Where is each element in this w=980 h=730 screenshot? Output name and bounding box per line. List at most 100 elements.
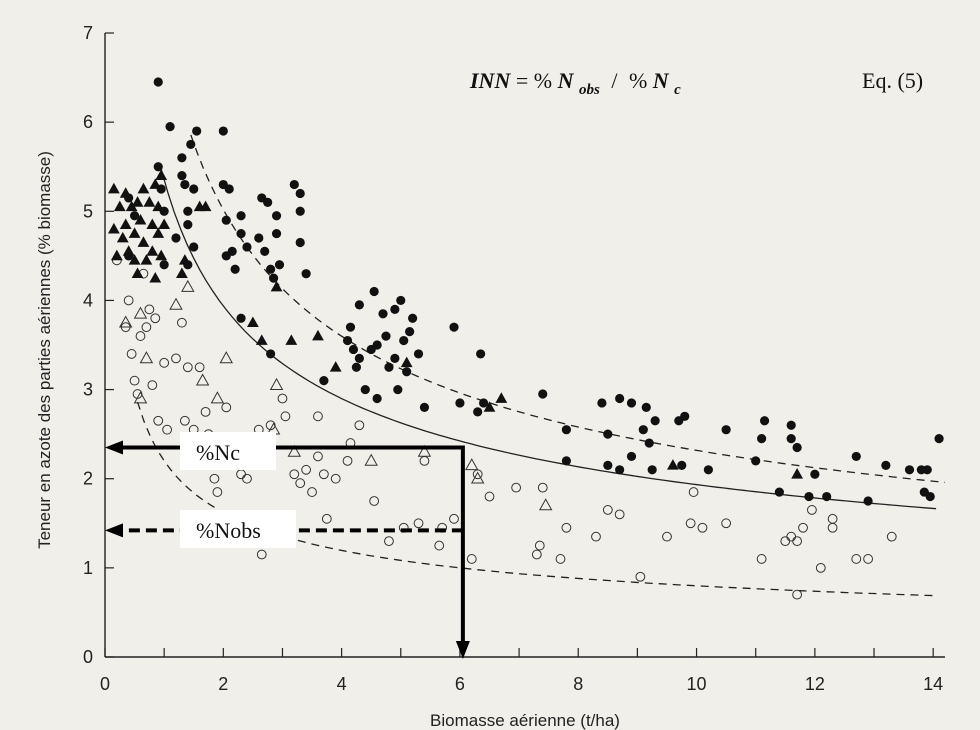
open-circle-point	[200, 406, 211, 417]
filled-circle-point	[810, 469, 820, 479]
open-circle-point	[756, 554, 767, 564]
filled-circle-point	[295, 188, 305, 199]
filled-triangle-point	[110, 249, 123, 261]
filled-circle-point	[603, 429, 613, 439]
filled-circle-point	[449, 322, 459, 332]
filled-circle-point	[904, 465, 915, 475]
open-circle-point	[792, 589, 803, 600]
x-tick-label: 10	[687, 674, 707, 694]
y-axis-title: Teneur en azote des parties aériennes (%…	[35, 151, 54, 549]
filled-circle-point	[348, 344, 359, 355]
filled-circle-point	[271, 211, 282, 221]
open-circle-point	[330, 473, 341, 484]
open-circle-point	[301, 464, 312, 475]
open-circle-point	[827, 522, 838, 533]
filled-circle-point	[644, 438, 654, 448]
open-triangle-point	[133, 306, 148, 319]
filled-triangle-point	[329, 361, 342, 372]
open-circle-point	[126, 349, 137, 359]
open-circle-point	[449, 513, 459, 524]
filled-circle-point	[289, 179, 299, 190]
filled-circle-point	[881, 460, 891, 470]
open-circle-point	[147, 380, 158, 391]
filled-circle-point	[478, 398, 489, 408]
filled-triangle-point	[791, 468, 804, 479]
open-circle-point	[150, 313, 161, 324]
open-circle-point	[466, 554, 477, 564]
open-triangle-point	[470, 471, 485, 484]
filled-circle-point	[703, 465, 713, 475]
open-circle-point	[384, 536, 394, 547]
open-circle-point	[614, 509, 625, 520]
filled-triangle-point	[270, 280, 283, 292]
open-triangle-point	[133, 391, 148, 404]
filled-triangle-point	[131, 267, 144, 279]
filled-circle-point	[792, 442, 802, 453]
filled-circle-point	[922, 465, 932, 475]
filled-circle-point	[413, 349, 424, 359]
nc-label: %Nc	[196, 440, 240, 465]
filled-triangle-point	[128, 254, 141, 265]
equation: INN = % N obs / % N c Eq. (5)	[469, 68, 923, 98]
x-axis-title: Biomasse aérienne (t/ha)	[430, 711, 620, 730]
filled-circle-point	[597, 398, 607, 408]
filled-circle-point	[851, 451, 861, 462]
filled-circle-point	[242, 242, 252, 252]
filled-circle-point	[165, 122, 175, 132]
filled-triangle-point	[107, 222, 120, 234]
open-circle-point	[561, 522, 572, 533]
filled-circle-point	[254, 233, 264, 243]
filled-circle-point	[263, 197, 273, 207]
filled-circle-point	[351, 362, 362, 372]
filled-circle-point	[153, 77, 163, 87]
open-circle-point	[534, 540, 545, 551]
y-tick-label: 7	[83, 23, 93, 43]
filled-circle-point	[177, 171, 187, 181]
filled-circle-point	[384, 362, 394, 372]
filled-circle-point	[822, 491, 832, 502]
filled-triangle-point	[122, 245, 135, 256]
nobs-label-box	[180, 510, 296, 548]
x-tick-label: 6	[455, 674, 465, 694]
filled-circle-point	[183, 206, 193, 216]
equation-percent-1: %	[534, 68, 552, 93]
open-circle-point	[798, 522, 808, 533]
filled-circle-point	[319, 376, 329, 386]
filled-circle-point	[381, 331, 391, 341]
open-circle-point	[179, 415, 190, 426]
filled-circle-point	[354, 300, 364, 310]
open-circle-point	[721, 518, 732, 529]
filled-circle-point	[183, 220, 193, 230]
filled-triangle-point	[483, 401, 496, 412]
open-circle-point	[256, 549, 267, 560]
equation-lhs: INN	[469, 68, 511, 93]
open-circle-point	[129, 375, 140, 386]
open-triangle-point	[465, 458, 479, 471]
filled-circle-point	[473, 407, 483, 417]
open-circle-point	[318, 469, 329, 480]
equation-sub-1: obs	[579, 82, 600, 98]
filled-circle-point	[189, 184, 199, 194]
filled-triangle-point	[666, 459, 679, 470]
annotations-layer: %Nc %Nobs	[105, 432, 470, 659]
filled-circle-point	[759, 416, 770, 426]
filled-triangle-point	[113, 200, 126, 212]
filled-circle-point	[342, 335, 353, 346]
filled-circle-point	[177, 153, 187, 163]
filled-triangle-point	[146, 218, 159, 229]
filled-circle-point	[721, 425, 731, 435]
open-circle-point	[886, 531, 897, 542]
open-triangle-point	[195, 373, 210, 386]
filled-circle-point	[260, 246, 270, 256]
open-circle-point	[307, 487, 317, 497]
filled-circle-point	[603, 460, 613, 470]
filled-circle-point	[804, 491, 814, 502]
filled-circle-point	[399, 335, 409, 346]
filled-circle-point	[647, 465, 657, 475]
filled-triangle-point	[152, 227, 165, 238]
filled-circle-point	[192, 126, 202, 136]
filled-circle-point	[189, 242, 199, 252]
open-circle-point	[511, 482, 522, 493]
filled-triangle-point	[137, 236, 150, 247]
